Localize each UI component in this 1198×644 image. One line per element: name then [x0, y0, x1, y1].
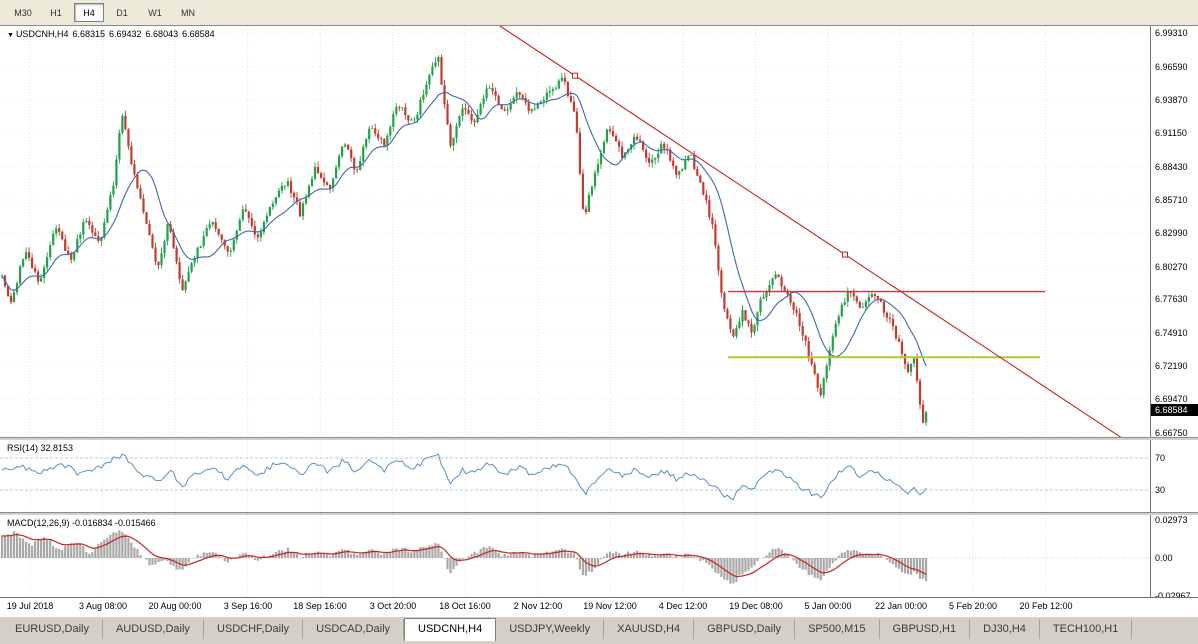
rsi-level-label: 30: [1155, 485, 1166, 495]
macd-histogram: [0, 530, 928, 584]
price-tick-label: 6.93870: [1155, 95, 1188, 105]
chart-tab-usdcnh[interactable]: USDCNH,H4: [404, 618, 497, 641]
price-tick-label: 6.85710: [1155, 195, 1188, 205]
candles-layer: [0, 54, 928, 427]
macd-panel[interactable]: MACD(12,26,9) -0.016834 -0.015466: [0, 515, 1150, 597]
chart-tab-sp500[interactable]: SP500,M15: [795, 619, 880, 639]
rsi-line: [1, 453, 927, 501]
time-tick-label: 18 Oct 16:00: [439, 601, 491, 611]
price-tick-label: 6.66750: [1155, 428, 1188, 438]
time-tick-label: 20 Feb 12:00: [1019, 601, 1073, 611]
timeframe-button-w1[interactable]: W1: [148, 7, 162, 18]
price-tick-label: 6.91150: [1155, 128, 1187, 138]
time-tick-label: 3 Oct 20:00: [369, 601, 417, 611]
panel-separator[interactable]: [0, 437, 1198, 440]
price-tick-label: 6.69470: [1155, 394, 1188, 404]
time-tick-label: 2 Nov 12:00: [513, 601, 563, 611]
time-tick-label: 3 Aug 08:00: [78, 601, 128, 611]
timeframe-button-h4[interactable]: H4: [74, 3, 104, 22]
current-price-badge: 6.68584: [1151, 404, 1198, 416]
timeframe-button-d1[interactable]: D1: [116, 7, 128, 18]
price-tick-label: 6.88430: [1155, 162, 1188, 172]
time-tick-label: 22 Jan 00:00: [874, 601, 928, 611]
timeframe-toolbar: M30 H1 H4 D1 W1 MN: [0, 0, 1198, 26]
ohlc-open: 6.68315: [72, 29, 105, 39]
timeframe-button-h1[interactable]: H1: [50, 7, 62, 18]
time-tick-label: 5 Jan 00:00: [804, 601, 852, 611]
chart-tab-usdchf[interactable]: USDCHF,Daily: [204, 619, 304, 639]
time-tick-label: 4 Dec 12:00: [658, 601, 708, 611]
chart-symbol: USDCNH,H4: [15, 29, 69, 39]
trendline-marker[interactable]: [842, 251, 848, 258]
chart-tab-dj30[interactable]: DJ30,H4: [970, 619, 1040, 639]
panel-separator[interactable]: [0, 512, 1198, 515]
chart-tab-xauusd[interactable]: XAUUSD,H4: [604, 619, 695, 639]
trendline-marker[interactable]: [572, 72, 578, 79]
price-tick-label: 6.74910: [1155, 328, 1188, 338]
price-tick-label: 6.99310: [1155, 28, 1188, 38]
rsi-label: RSI(14) 32.8153: [7, 443, 74, 453]
chart-tabs-bar: EURUSD,Daily AUDUSD,Daily USDCHF,Daily USDC…: [0, 616, 1198, 644]
price-chart-panel[interactable]: ▼ USDCNH,H4 6.68315 6.69432 6.68043 6.68584: [0, 26, 1150, 437]
time-tick-label: 3 Sep 16:00: [223, 601, 273, 611]
price-axis[interactable]: 6.99310 6.96590 6.93870 6.91150 6.88430 6.857…: [1150, 26, 1198, 601]
macd-tick-label: -0.02967: [1155, 591, 1191, 601]
macd-signal-line: [1, 533, 927, 578]
chart-tab-gbpusd[interactable]: GBPUSD,Daily: [694, 619, 796, 639]
macd-tick-label: 0.02973: [1155, 515, 1188, 525]
rsi-level-label: 70: [1155, 453, 1166, 463]
chart-collapse-icon[interactable]: ▼: [7, 32, 14, 39]
grid-layer: [0, 26, 1150, 437]
rsi-panel[interactable]: RSI(14) 32.8153: [0, 440, 1150, 512]
time-tick-label: 19 Dec 08:00: [729, 601, 783, 611]
time-tick-label: 5 Feb 20:00: [948, 601, 998, 611]
chart-tab-usdjpy[interactable]: USDJPY,Weekly: [496, 619, 605, 639]
chart-tab-gbpusd[interactable]: GBPUSD,H1: [880, 619, 971, 639]
price-tick-label: 6.72190: [1155, 361, 1188, 371]
chart-tab-usdcad[interactable]: USDCAD,Daily: [303, 619, 405, 639]
chart-tab-audusd[interactable]: AUDUSD,Daily: [103, 619, 204, 639]
time-tick-label: 19 Nov 12:00: [583, 601, 637, 611]
price-tick-label: 6.80270: [1155, 262, 1188, 272]
downtrend-line[interactable]: [499, 26, 1150, 437]
ma-line: [1, 91, 927, 367]
chart-tab-eurusd[interactable]: EURUSD,Daily: [2, 619, 103, 639]
timeframe-button-m30[interactable]: M30: [14, 7, 32, 18]
chart-tab-tech100[interactable]: TECH100,H1: [1040, 619, 1133, 639]
price-chart[interactable]: [0, 26, 1150, 437]
ohlc-high: 6.69432: [109, 29, 142, 39]
price-tick-label: 6.82990: [1155, 228, 1188, 238]
ohlc-close: 6.68584: [182, 29, 215, 39]
time-tick-label: 18 Sep 16:00: [293, 601, 347, 611]
chart-title: ▼ USDCNH,H4 6.68315 6.69432 6.68043 6.68584: [7, 29, 219, 39]
price-tick-label: 6.77630: [1155, 294, 1188, 304]
time-tick-label: 20 Aug 00:00: [148, 601, 202, 611]
time-axis[interactable]: 19 Jul 2018 3 Aug 08:00 20 Aug 00:00 3 Sep …: [0, 597, 1198, 616]
time-tick-label: 19 Jul 2018: [6, 601, 54, 611]
macd-tick-label: 0.00: [1155, 553, 1173, 563]
macd-label: MACD(12,26,9) -0.016834 -0.015466: [7, 518, 156, 528]
rsi-chart[interactable]: [0, 440, 1150, 512]
price-tick-label: 6.96590: [1155, 62, 1188, 72]
timeframe-button-mn[interactable]: MN: [181, 7, 195, 18]
ohlc-low: 6.68043: [145, 29, 179, 39]
macd-chart[interactable]: [0, 515, 1150, 597]
